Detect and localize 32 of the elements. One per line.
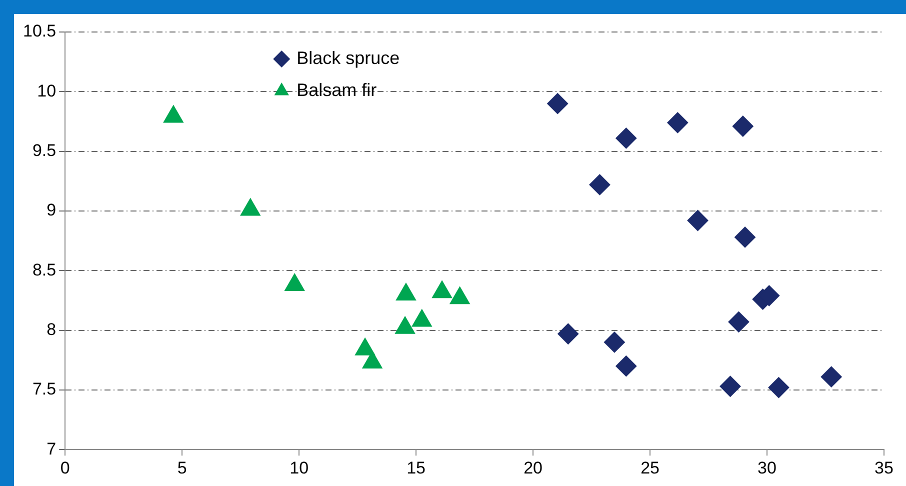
- y-tick-label: 7.5: [32, 380, 56, 399]
- legend-label: Balsam fir: [296, 80, 377, 100]
- point: [720, 376, 741, 397]
- point: [558, 323, 579, 344]
- x-tick-label: 15: [406, 458, 426, 478]
- x-tick-label: 35: [874, 458, 894, 478]
- point: [616, 356, 637, 377]
- point: [589, 174, 610, 196]
- point: [604, 332, 625, 353]
- x-tick-label: 20: [524, 458, 542, 478]
- x-tick-label: 30: [758, 458, 776, 478]
- y-tick-label: 10.5: [22, 22, 56, 41]
- point: [732, 116, 754, 137]
- point: [547, 93, 568, 114]
- y-tick-label: 7: [46, 439, 56, 458]
- y-tick-label: 8: [46, 320, 56, 339]
- point: [734, 226, 756, 248]
- point: [667, 112, 688, 134]
- y-tick-label: 8.5: [32, 260, 56, 280]
- x-tick-label: 0: [60, 458, 70, 478]
- y-tick-label: 10: [37, 81, 56, 100]
- x-tick-label: 25: [640, 458, 660, 478]
- y-tick-label: 9: [46, 200, 56, 220]
- point: [728, 311, 750, 332]
- x-tick-label: 5: [177, 458, 187, 478]
- legend-label: Black spruce: [296, 48, 400, 68]
- y-tick-label: 9.5: [32, 141, 56, 160]
- point: [687, 210, 708, 232]
- point: [820, 366, 842, 388]
- point: [768, 377, 790, 398]
- x-tick-label: 10: [290, 458, 309, 478]
- point: [616, 128, 637, 149]
